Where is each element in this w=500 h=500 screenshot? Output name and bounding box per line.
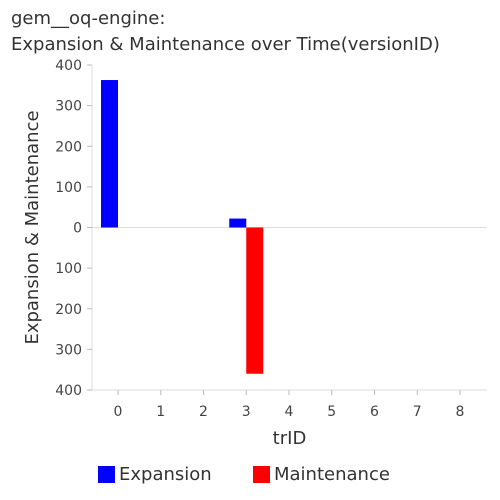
x-tick-label: 2 [199,404,208,420]
bar-maintenance [246,227,264,374]
x-tick-label: 4 [285,404,294,420]
y-tick-label: 300 [55,99,82,115]
x-tick-label: 3 [242,404,251,420]
y-axis-label: Expansion & Maintenance [22,110,43,344]
chart-title-line-1: gem__oq-engine: [11,8,166,29]
legend: Expansion Maintenance [0,464,500,492]
y-tick-label: 400 [55,383,82,399]
x-tick-label: 8 [456,404,465,420]
bar-expansion [229,218,247,228]
y-tick-label: 300 [55,342,82,358]
x-tick-label: 0 [114,404,123,420]
y-tick-label: 400 [55,58,82,74]
x-tick-label: 6 [370,404,379,420]
x-tick-label: 1 [156,404,165,420]
x-tick-label: 5 [327,404,336,420]
legend-item-maintenance: Maintenance [253,464,390,485]
chart-title: gem__oq-engine: Expansion & Maintenance … [11,6,440,58]
x-tick-label: 7 [413,404,422,420]
legend-swatch-maintenance [253,466,270,483]
y-tick-label: 200 [55,302,82,318]
bars [101,80,264,374]
y-tick-label: 200 [55,139,82,155]
legend-label-expansion: Expansion [119,464,212,485]
y-tick-label: 100 [55,261,82,277]
axes: 400 300 200 100 0 100 200 300 400 0 1 2 3 4 5 6 7 8 [55,58,487,420]
chart-title-line-2: Expansion & Maintenance over Time(versio… [11,34,440,55]
x-axis-label: trID [273,428,307,449]
legend-label-maintenance: Maintenance [274,464,390,485]
bar-expansion [101,80,118,228]
legend-item-expansion: Expansion [98,464,212,485]
y-tick-label: 100 [55,180,82,196]
legend-swatch-expansion [98,466,115,483]
y-tick-label: 0 [73,221,82,237]
